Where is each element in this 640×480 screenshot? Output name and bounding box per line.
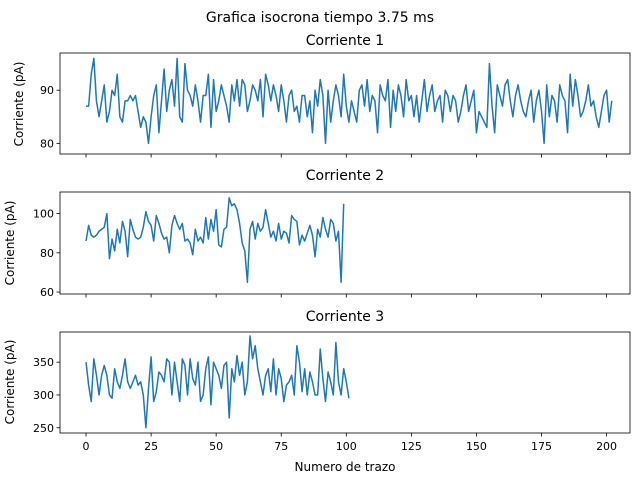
x-tick-label: 150 — [466, 440, 487, 453]
y-tick-label: 100 — [33, 208, 54, 221]
subplot-2-ylabel: Corriente (pA) — [3, 201, 17, 286]
subplot-1-plot-area: 80 90 — [40, 52, 631, 158]
subplot-2-plot-area: 60 80 100 — [33, 191, 631, 299]
x-tick-label: 175 — [531, 440, 552, 453]
subplot-3-ylabel: Corriente (pA) — [3, 340, 17, 425]
x-tick-label: 50 — [209, 440, 223, 453]
y-tick-label: 350 — [33, 356, 54, 369]
subplot-1-title: Corriente 1 — [306, 33, 384, 49]
x-tick-label: 100 — [336, 440, 357, 453]
subplot-3: Corriente 3 Corriente (pA) 0 25 50 75 100 125… — [3, 309, 631, 453]
x-tick-label: 0 — [83, 440, 90, 453]
series-line — [85, 335, 350, 429]
y-tick-label: 250 — [33, 422, 54, 435]
series-line — [85, 197, 345, 283]
subplot-2: Corriente 2 Corriente (pA) 60 80 100 — [3, 168, 631, 299]
shared-xlabel: Numero de trazo — [295, 460, 396, 474]
x-tick-label: 200 — [596, 440, 617, 453]
subplot-3-title: Corriente 3 — [306, 309, 384, 325]
x-tick-label: 75 — [274, 440, 288, 453]
subplot-1: Corriente 1 Corriente (pA) 80 90 — [12, 33, 631, 158]
y-tick-label: 80 — [40, 247, 54, 260]
y-tick-label: 80 — [40, 137, 54, 150]
y-tick-label: 60 — [40, 286, 54, 299]
y-tick-label: 90 — [40, 84, 54, 97]
axes-frame — [59, 331, 631, 434]
x-tick-label: 25 — [144, 440, 158, 453]
axes-frame — [59, 52, 631, 155]
x-tick-label: 125 — [401, 440, 422, 453]
y-tick-label: 300 — [33, 389, 54, 402]
figure-suptitle: Grafica isocrona tiempo 3.75 ms — [206, 10, 434, 26]
series-line — [86, 57, 613, 145]
subplot-1-ylabel: Corriente (pA) — [12, 62, 26, 147]
subplot-3-plot-area: 0 25 50 75 100 125 150 175 200 250 300 350 — [33, 331, 631, 453]
axes-frame — [59, 191, 631, 295]
subplot-2-title: Corriente 2 — [306, 168, 384, 184]
